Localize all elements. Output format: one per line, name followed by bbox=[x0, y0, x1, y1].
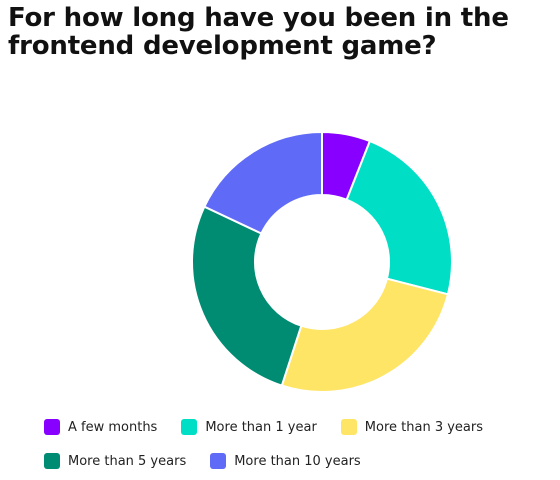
legend-label-more-than-5-years: More than 5 years bbox=[68, 453, 187, 469]
legend-swatch-more-than-1-year bbox=[181, 419, 198, 435]
legend-row-1: A few months More than 1 year More than … bbox=[44, 412, 554, 442]
legend: A few months More than 1 year More than … bbox=[44, 412, 554, 480]
legend-item-more-than-10-years[interactable]: More than 10 years bbox=[210, 453, 361, 469]
donut-slice-more-than-3-years[interactable] bbox=[280, 277, 450, 393]
legend-row-2: More than 5 years More than 10 years bbox=[44, 446, 554, 476]
legend-label-more-than-10-years: More than 10 years bbox=[234, 453, 361, 469]
donut-slice-more-than-1-year[interactable] bbox=[345, 139, 453, 296]
donut-chart bbox=[191, 130, 453, 393]
legend-item-more-than-5-years[interactable]: More than 5 years bbox=[44, 453, 186, 469]
donut-slice-more-than-5-years[interactable] bbox=[191, 205, 303, 387]
legend-swatch-more-than-5-years bbox=[44, 453, 60, 469]
legend-label-a-few-months: A few months bbox=[68, 419, 158, 435]
legend-item-more-than-1-year[interactable]: More than 1 year bbox=[181, 419, 317, 435]
legend-label-more-than-3-years: More than 3 years bbox=[364, 419, 484, 435]
donut-slice-more-than-10-years[interactable] bbox=[203, 130, 323, 235]
legend-swatch-a-few-months bbox=[44, 419, 60, 435]
legend-swatch-more-than-10-years bbox=[210, 453, 227, 469]
legend-label-more-than-1-year: More than 1 year bbox=[205, 419, 317, 435]
legend-swatch-more-than-3-years bbox=[340, 419, 357, 435]
legend-item-a-few-months[interactable]: A few months bbox=[44, 419, 157, 435]
legend-item-more-than-3-years[interactable]: More than 3 years bbox=[340, 419, 484, 435]
chart-title: For how long have you been in the fronte… bbox=[8, 3, 509, 61]
